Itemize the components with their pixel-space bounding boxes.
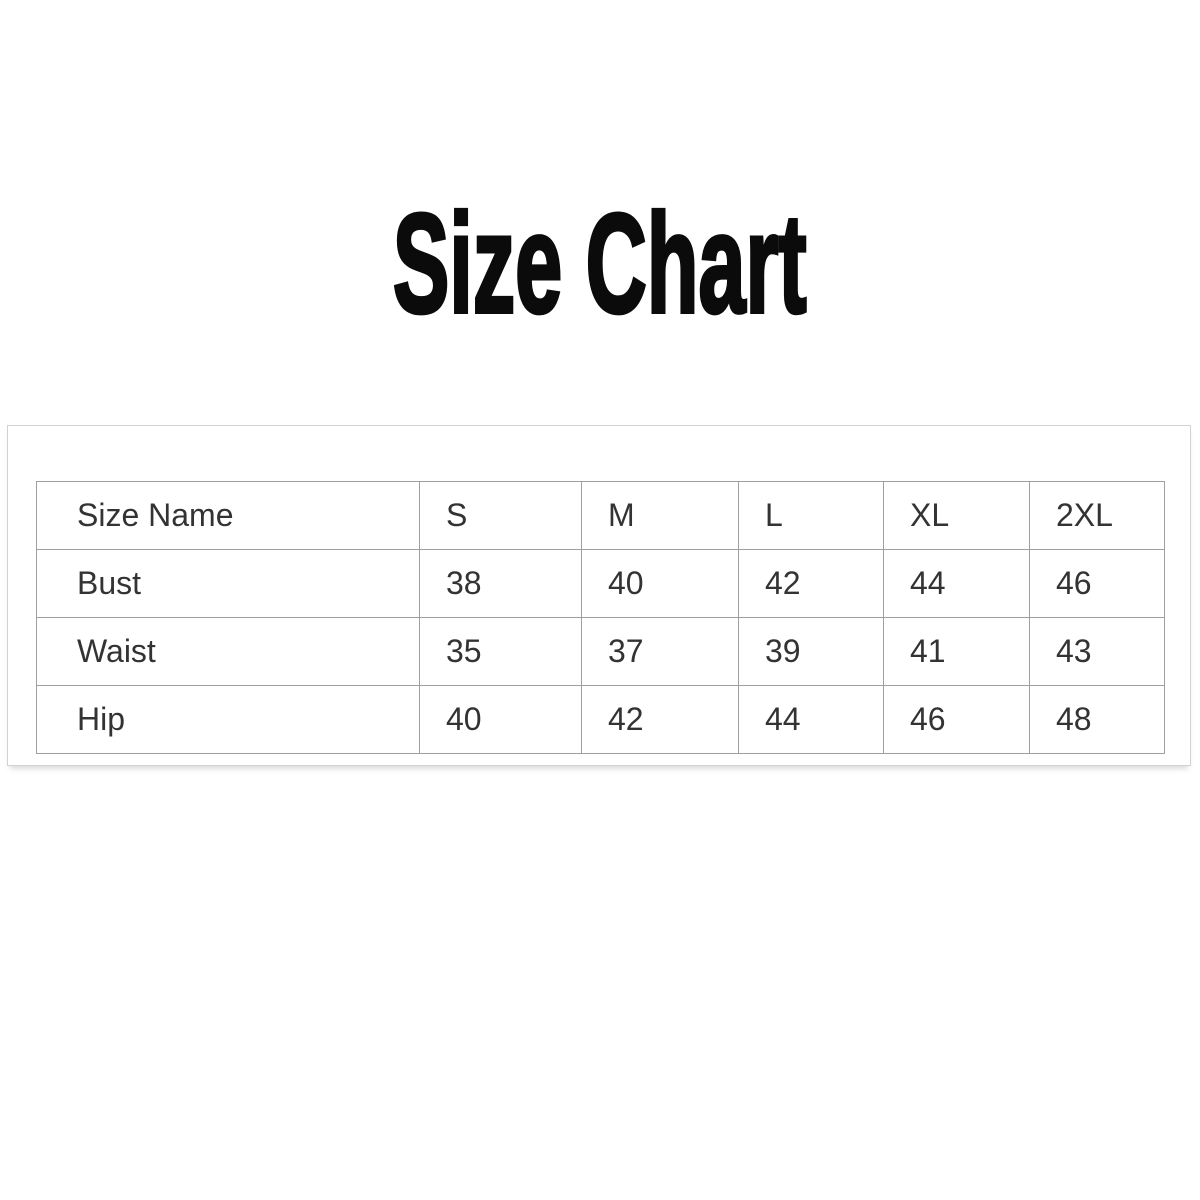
header-cell-size-name: Size Name: [36, 481, 420, 550]
header-cell-2xl: 2XL: [1029, 481, 1165, 550]
value-cell: 40: [581, 549, 739, 618]
header-row: Size Name S M L XL 2XL: [36, 481, 1165, 550]
value-cell: 46: [1029, 549, 1165, 618]
table-row-bust: Bust 38 40 42 44 46: [36, 549, 1165, 618]
value-cell: 44: [738, 685, 884, 754]
page-title: Size Chart: [0, 184, 1200, 342]
value-cell: 44: [883, 549, 1030, 618]
value-cell: 35: [419, 617, 582, 686]
value-cell: 48: [1029, 685, 1165, 754]
value-cell: 42: [738, 549, 884, 618]
row-label-cell: Hip: [36, 685, 420, 754]
value-cell: 38: [419, 549, 582, 618]
header-cell-s: S: [419, 481, 582, 550]
header-cell-xl: XL: [883, 481, 1030, 550]
value-cell: 43: [1029, 617, 1165, 686]
value-cell: 40: [419, 685, 582, 754]
page-title-text: Size Chart: [392, 184, 808, 342]
row-label-cell: Waist: [36, 617, 420, 686]
row-label-cell: Bust: [36, 549, 420, 618]
table-row-hip: Hip 40 42 44 46 48: [36, 685, 1165, 754]
value-cell: 37: [581, 617, 739, 686]
value-cell: 42: [581, 685, 739, 754]
header-cell-m: M: [581, 481, 739, 550]
size-chart-panel: Size Name S M L XL 2XL Bust 38 40 42 44 …: [7, 425, 1191, 766]
header-cell-l: L: [738, 481, 884, 550]
value-cell: 39: [738, 617, 884, 686]
size-chart-table: Size Name S M L XL 2XL Bust 38 40 42 44 …: [36, 481, 1165, 754]
value-cell: 46: [883, 685, 1030, 754]
value-cell: 41: [883, 617, 1030, 686]
table-row-waist: Waist 35 37 39 41 43: [36, 617, 1165, 686]
